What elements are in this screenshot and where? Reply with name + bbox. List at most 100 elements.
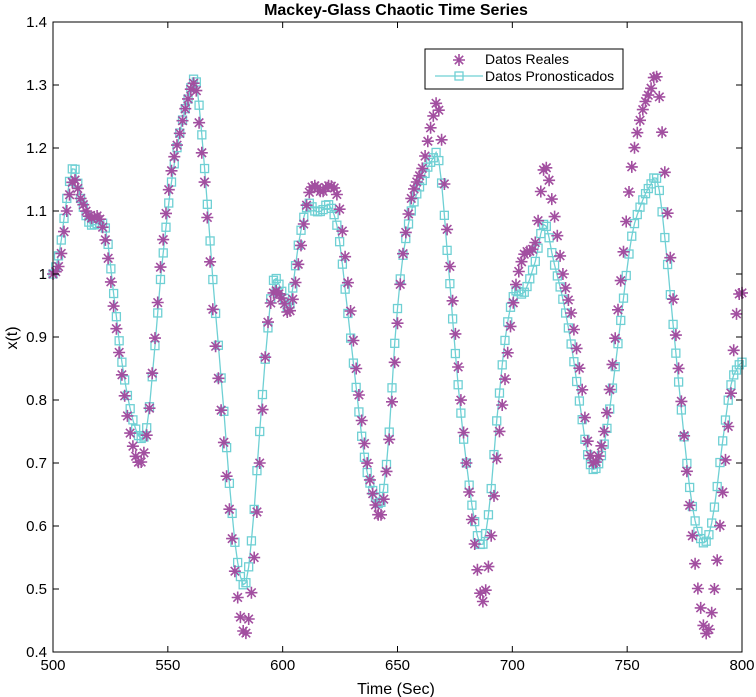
- data-point-datos-reales: [510, 278, 522, 291]
- data-point-datos-reales: [545, 193, 558, 206]
- data-point-datos-reales: [273, 287, 285, 300]
- data-point-datos-pronosticados: [194, 100, 204, 110]
- data-point-datos-pronosticados: [569, 357, 579, 367]
- data-point-datos-reales: [554, 249, 567, 262]
- data-point-datos-reales: [570, 342, 583, 355]
- data-point-datos-pronosticados: [651, 173, 662, 183]
- data-point-datos-reales: [303, 186, 316, 199]
- data-point-datos-reales: [463, 486, 476, 498]
- data-point-datos-reales: [49, 265, 62, 278]
- data-point-datos-pronosticados: [241, 578, 251, 588]
- data-point-datos-reales: [171, 139, 183, 152]
- data-point-datos-reales: [154, 261, 167, 274]
- data-point-datos-pronosticados: [549, 260, 560, 270]
- data-point-datos-reales: [336, 225, 349, 238]
- data-point-datos-pronosticados: [541, 221, 551, 231]
- data-point-datos-reales: [529, 236, 542, 249]
- data-point-datos-reales: [658, 166, 671, 179]
- data-point-datos-reales: [80, 205, 93, 218]
- data-point-datos-reales: [576, 383, 589, 396]
- data-point-datos-reales: [176, 114, 189, 127]
- data-point-datos-pronosticados: [516, 289, 527, 299]
- data-point-datos-reales: [126, 440, 139, 453]
- data-point-datos-reales: [361, 457, 374, 470]
- data-point-datos-reales: [151, 296, 164, 309]
- data-point-datos-pronosticados: [108, 288, 119, 299]
- data-point-datos-reales: [543, 174, 556, 187]
- y-tick-label: 0.9: [26, 329, 47, 346]
- data-point-datos-pronosticados: [453, 380, 463, 390]
- data-point-datos-pronosticados: [439, 210, 450, 220]
- x-tick-label: 700: [500, 657, 525, 674]
- data-point-datos-reales: [430, 97, 443, 110]
- data-point-datos-pronosticados: [117, 357, 127, 367]
- series-datos-reales: [47, 70, 748, 640]
- data-point-datos-reales: [352, 389, 365, 401]
- data-point-datos-reales: [355, 414, 368, 427]
- data-point-datos-reales: [454, 394, 467, 407]
- x-tick-label: 550: [155, 657, 180, 674]
- data-point-datos-reales: [93, 213, 106, 226]
- data-point-datos-reales: [601, 406, 613, 419]
- x-tick-label: 600: [270, 657, 295, 674]
- data-point-datos-reales: [532, 214, 545, 227]
- data-point-datos-reales: [193, 116, 206, 129]
- data-point-datos-pronosticados: [153, 308, 163, 318]
- data-point-datos-reales: [375, 508, 387, 521]
- data-point-datos-pronosticados: [497, 360, 507, 370]
- data-point-datos-reales: [559, 282, 572, 294]
- data-point-datos-pronosticados: [249, 504, 259, 515]
- data-point-datos-pronosticados: [646, 179, 656, 189]
- data-point-datos-pronosticados: [354, 407, 364, 417]
- data-point-datos-reales: [499, 373, 511, 386]
- data-point-datos-reales: [614, 274, 627, 287]
- data-point-datos-reales: [603, 383, 616, 396]
- data-point-datos-reales: [573, 362, 586, 375]
- data-point-datos-pronosticados: [120, 375, 130, 385]
- data-point-datos-reales: [686, 529, 699, 542]
- data-point-datos-pronosticados: [527, 265, 538, 275]
- data-point-datos-pronosticados: [467, 500, 477, 510]
- data-point-datos-reales: [289, 276, 302, 289]
- data-point-datos-reales: [182, 92, 194, 105]
- data-point-datos-reales: [391, 317, 404, 330]
- data-point-datos-reales: [672, 362, 685, 375]
- data-point-datos-reales: [504, 320, 517, 333]
- data-point-datos-reales: [284, 304, 296, 317]
- data-point-datos-reales: [507, 296, 520, 309]
- data-point-datos-pronosticados: [387, 383, 397, 393]
- data-point-datos-pronosticados: [158, 248, 168, 258]
- data-point-datos-reales: [479, 584, 492, 597]
- data-point-datos-reales: [358, 437, 371, 450]
- data-point-datos-reales: [452, 361, 465, 373]
- data-point-datos-reales: [465, 513, 478, 526]
- data-point-datos-reales: [71, 182, 84, 195]
- data-point-datos-reales: [206, 303, 219, 316]
- data-point-datos-reales: [589, 456, 602, 469]
- data-point-datos-reales: [350, 362, 363, 375]
- data-point-datos-pronosticados: [525, 274, 535, 284]
- data-point-datos-pronosticados: [701, 536, 711, 546]
- data-point-datos-reales: [664, 251, 677, 264]
- x-tick-label: 750: [615, 657, 640, 674]
- data-point-datos-reales: [52, 260, 65, 273]
- data-point-datos-reales: [584, 449, 597, 462]
- data-point-datos-reales: [366, 487, 379, 500]
- data-point-datos-reales: [278, 297, 291, 310]
- data-point-datos-pronosticados: [255, 426, 265, 437]
- data-point-datos-reales: [330, 188, 343, 201]
- data-point-datos-reales: [245, 586, 258, 599]
- data-point-datos-reales: [220, 470, 233, 483]
- data-point-datos-reales: [416, 162, 429, 175]
- data-point-datos-reales: [609, 332, 622, 345]
- data-point-datos-reales: [678, 429, 691, 442]
- data-point-datos-reales: [63, 188, 76, 201]
- data-point-datos-pronosticados: [257, 389, 268, 400]
- data-point-datos-pronosticados: [221, 442, 232, 453]
- data-point-datos-pronosticados: [428, 153, 438, 163]
- y-tick-label: 0.4: [26, 644, 47, 661]
- data-point-datos-reales: [173, 127, 186, 140]
- x-tick-label: 650: [385, 657, 410, 674]
- data-point-datos-reales: [58, 225, 70, 238]
- data-point-datos-reales: [344, 305, 357, 317]
